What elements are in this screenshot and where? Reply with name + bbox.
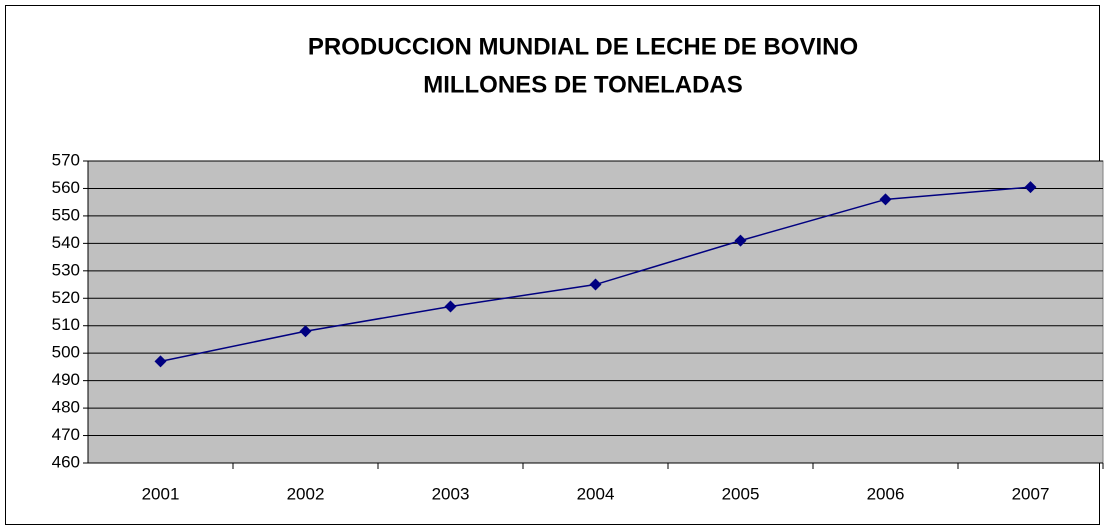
x-tick-label: 2005 xyxy=(722,484,760,503)
y-tick-label: 500 xyxy=(52,343,80,362)
data-point xyxy=(154,355,167,368)
plot-area xyxy=(87,160,1104,464)
y-tick-label: 520 xyxy=(52,288,80,307)
y-tick-label: 560 xyxy=(52,178,80,197)
chart-title: PRODUCCION MUNDIAL DE LECHE DE BOVINO xyxy=(308,33,858,60)
data-point xyxy=(1024,181,1037,194)
x-tick-label: 2002 xyxy=(287,484,325,503)
data-point xyxy=(734,234,747,247)
y-tick-label: 570 xyxy=(52,150,80,169)
y-tick-label: 530 xyxy=(52,260,80,279)
y-tick-label: 470 xyxy=(52,425,80,444)
x-tick-label: 2006 xyxy=(867,484,905,503)
y-tick-label: 480 xyxy=(52,398,80,417)
data-point xyxy=(299,325,312,338)
data-point xyxy=(444,300,457,313)
y-tick-label: 510 xyxy=(52,315,80,334)
y-tick-label: 540 xyxy=(52,233,80,252)
x-tick-label: 2001 xyxy=(142,484,180,503)
y-tick-label: 460 xyxy=(52,452,80,471)
x-tick-label: 2003 xyxy=(432,484,470,503)
data-point xyxy=(589,278,602,291)
chart-subtitle: MILLONES DE TONELADAS xyxy=(423,71,743,98)
y-tick-label: 490 xyxy=(52,370,80,389)
x-tick-label: 2004 xyxy=(577,484,615,503)
y-tick-label: 550 xyxy=(52,205,80,224)
x-tick-label: 2007 xyxy=(1012,484,1050,503)
data-point xyxy=(879,193,892,206)
